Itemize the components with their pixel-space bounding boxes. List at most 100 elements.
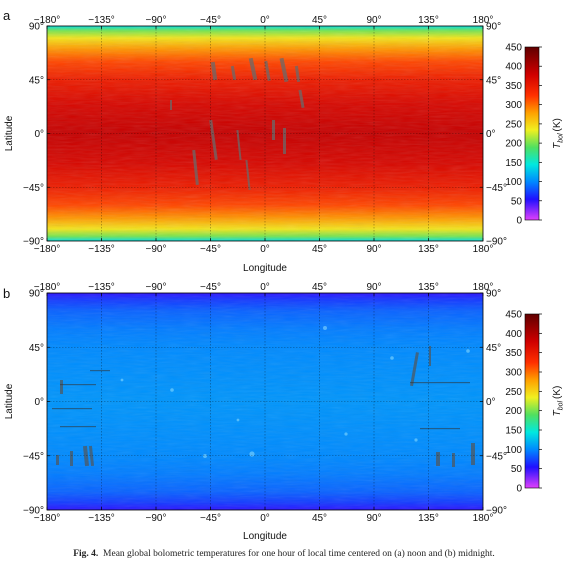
y-tick-label-right: −90° xyxy=(486,506,507,517)
colorbar-tick-label: 400 xyxy=(505,62,522,73)
y-tick-label-right: 0° xyxy=(486,397,496,408)
panel-a-grid xyxy=(47,26,483,241)
x-tick-label-bottom: −90° xyxy=(146,244,167,255)
panel-a-xlabel: Longitude xyxy=(243,263,287,274)
y-tick-label-left: −45° xyxy=(23,183,44,194)
colorbar-tick-label: 200 xyxy=(505,406,522,417)
x-tick-label-top: −45° xyxy=(200,282,221,293)
x-tick-label-bottom: −45° xyxy=(200,513,221,524)
y-tick-label-left: 0° xyxy=(34,397,44,408)
colorbar-tick-label: 450 xyxy=(505,43,522,54)
y-tick-label-left: 90° xyxy=(29,22,44,33)
panel-a-texture xyxy=(47,26,483,241)
x-tick-label-bottom: 180° xyxy=(473,244,494,255)
panel-a-ticks: −180° −180° −135° −135° −90° −90° −45° −45° 0° 0°… xyxy=(23,15,507,255)
colorbar-tick-label: 250 xyxy=(505,119,522,130)
panel-a-colorbar-ticks: 450 400 350 300 250 200 150 100 50 0 xyxy=(505,43,542,227)
colorbar-tick-label: 150 xyxy=(505,426,522,437)
colorbar-tick-label: 150 xyxy=(505,158,522,169)
x-tick-label-bottom: −45° xyxy=(200,244,221,255)
x-tick-label-top: −90° xyxy=(146,15,167,26)
colorbar-tick-label: 250 xyxy=(505,387,522,398)
y-tick-label-left: −90° xyxy=(23,237,44,248)
panel-a-colorbar-label: Tbol(K) xyxy=(552,118,565,149)
colorbar-tick-label: 50 xyxy=(511,196,523,207)
x-tick-label-bottom: 135° xyxy=(418,513,439,524)
panel-b-texture xyxy=(47,293,483,510)
y-tick-label-right: −45° xyxy=(486,183,507,194)
colorbar-tick-label: 100 xyxy=(505,445,522,456)
panel-a-ylabel: Latitude xyxy=(4,115,15,151)
panel-a-features xyxy=(170,57,305,191)
x-tick-label-bottom: −135° xyxy=(88,244,115,255)
x-tick-label-top: 0° xyxy=(260,282,270,293)
x-tick-label-bottom: 0° xyxy=(260,244,270,255)
colorbar-tick-label: 300 xyxy=(505,368,522,379)
colorbar-tick-label: 400 xyxy=(505,329,522,340)
x-tick-label-bottom: 180° xyxy=(473,513,494,524)
x-tick-label-top: −90° xyxy=(146,282,167,293)
panel-a: a xyxy=(3,8,565,274)
panel-b-features xyxy=(52,326,475,467)
x-tick-label-bottom: 45° xyxy=(312,513,327,524)
x-tick-label-bottom: 90° xyxy=(366,244,381,255)
panel-b-colorbar-ticks: 450 400 350 300 250 200 150 100 50 0 xyxy=(505,310,542,495)
x-tick-label-top: 45° xyxy=(312,282,327,293)
colorbar-tick-label: 350 xyxy=(505,81,522,92)
x-tick-label-top: 180° xyxy=(473,282,494,293)
y-tick-label-right: −90° xyxy=(486,237,507,248)
x-tick-label-top: −135° xyxy=(88,15,115,26)
colorbar-tick-label: 0 xyxy=(516,216,522,227)
colorbar-tick-label: 300 xyxy=(505,100,522,111)
panel-b-grid xyxy=(47,293,483,510)
x-tick-label-top: 90° xyxy=(366,282,381,293)
x-tick-label-top: 180° xyxy=(473,15,494,26)
x-tick-label-top: 90° xyxy=(366,15,381,26)
x-tick-label-top: −45° xyxy=(200,15,221,26)
x-tick-label-top: −180° xyxy=(34,282,61,293)
y-tick-label-left: 45° xyxy=(29,75,44,86)
panel-b: b xyxy=(3,282,565,542)
y-tick-label-right: 45° xyxy=(486,75,501,86)
y-tick-label-right: 0° xyxy=(486,129,496,140)
y-tick-label-left: 45° xyxy=(29,343,44,354)
x-tick-label-top: 0° xyxy=(260,15,270,26)
panel-a-colorbar xyxy=(524,46,540,221)
x-tick-label-bottom: 135° xyxy=(418,244,439,255)
y-tick-label-left: −90° xyxy=(23,506,44,517)
y-tick-label-right: 45° xyxy=(486,343,501,354)
x-tick-label-top: −135° xyxy=(88,282,115,293)
panel-b-xlabel: Longitude xyxy=(243,531,287,542)
y-tick-label-left: 0° xyxy=(34,129,44,140)
y-tick-label-left: 90° xyxy=(29,289,44,300)
x-tick-label-top: 45° xyxy=(312,15,327,26)
x-tick-label-top: −180° xyxy=(34,15,61,26)
x-tick-label-bottom: −90° xyxy=(146,513,167,524)
y-tick-label-right: 90° xyxy=(486,22,501,33)
colorbar-tick-label: 350 xyxy=(505,348,522,359)
caption-text: Mean global bolometric temperatures for … xyxy=(103,549,495,559)
figure-caption: Fig. 4. Mean global bolometric temperatu… xyxy=(0,549,568,559)
x-tick-label-bottom: −180° xyxy=(34,244,61,255)
panel-a-label: a xyxy=(3,8,11,23)
y-tick-label-left: −45° xyxy=(23,451,44,462)
panel-b-label: b xyxy=(3,286,10,301)
y-tick-label-right: −45° xyxy=(486,451,507,462)
colorbar-tick-label: 0 xyxy=(516,484,522,495)
panel-b-colorbar-label: Tbol(K) xyxy=(552,386,565,417)
x-tick-label-top: 135° xyxy=(418,282,439,293)
panel-b-colorbar xyxy=(524,313,540,489)
panel-b-ticks: −180° −180° −135° −135° −90° −90° −45° −45° 0° 0°… xyxy=(23,282,507,524)
x-tick-label-bottom: −135° xyxy=(88,513,115,524)
panel-b-ylabel: Latitude xyxy=(4,383,15,419)
x-tick-label-top: 135° xyxy=(418,15,439,26)
colorbar-tick-label: 200 xyxy=(505,139,522,150)
x-tick-label-bottom: 45° xyxy=(312,244,327,255)
colorbar-tick-label: 450 xyxy=(505,310,522,321)
colorbar-tick-label: 100 xyxy=(505,177,522,188)
colorbar-tick-label: 50 xyxy=(511,464,523,475)
x-tick-label-bottom: 90° xyxy=(366,513,381,524)
x-tick-label-bottom: 0° xyxy=(260,513,270,524)
y-tick-label-right: 90° xyxy=(486,289,501,300)
